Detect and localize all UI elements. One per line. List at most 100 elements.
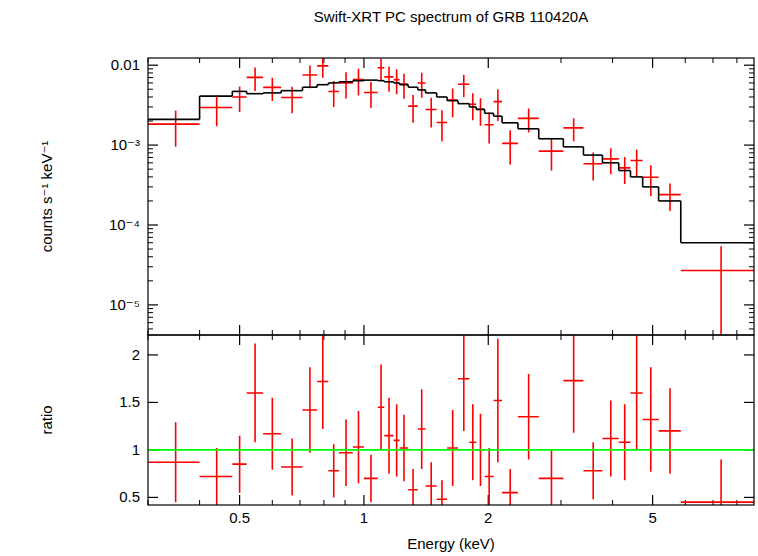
model-step — [339, 81, 353, 83]
data-cross — [643, 165, 659, 196]
model-step — [200, 95, 233, 97]
step-riser — [517, 123, 519, 129]
minor-tick — [749, 266, 754, 267]
y-tick-label: 0.01 — [111, 56, 140, 73]
minor-tick — [345, 500, 346, 505]
minor-tick — [749, 176, 754, 177]
minor-tick — [560, 330, 561, 335]
minor-tick — [749, 162, 754, 163]
x-tick — [239, 335, 240, 345]
minor-tick — [199, 335, 200, 340]
minor-tick — [148, 312, 153, 313]
data-cross — [328, 444, 339, 497]
minor-tick — [749, 96, 754, 97]
data-cross — [317, 58, 328, 78]
data-cross — [659, 388, 681, 473]
data-cross — [458, 335, 469, 431]
minor-tick — [736, 58, 737, 63]
model-step — [563, 146, 583, 148]
minor-tick — [749, 256, 754, 257]
data-cross — [247, 344, 263, 443]
y-tick — [148, 497, 158, 498]
data-cross — [418, 73, 426, 98]
data-cross — [602, 148, 618, 174]
model-step — [317, 84, 328, 86]
minor-tick — [148, 242, 153, 243]
model-step — [408, 86, 418, 88]
minor-tick — [749, 317, 754, 318]
data-cross — [485, 448, 494, 505]
data-cross — [494, 89, 503, 121]
minor-tick — [736, 330, 737, 335]
minor-tick — [749, 77, 754, 78]
data-cross — [353, 411, 364, 483]
data-cross — [476, 98, 484, 126]
y-tick — [744, 144, 754, 145]
minor-tick — [148, 228, 153, 229]
model-step — [447, 100, 458, 102]
data-cross — [602, 401, 618, 477]
y-tick — [744, 224, 754, 225]
reference-line — [148, 449, 754, 451]
minor-tick — [299, 500, 300, 505]
data-cross — [408, 95, 418, 123]
step-riser — [501, 116, 503, 123]
model-step — [502, 122, 518, 124]
minor-tick — [148, 77, 153, 78]
data-cross — [364, 82, 378, 108]
data-cross — [518, 374, 539, 459]
minor-tick — [612, 500, 613, 505]
data-cross — [447, 88, 458, 117]
step-riser — [630, 171, 632, 177]
model-step — [263, 92, 281, 94]
step-riser — [680, 201, 682, 243]
model-step — [583, 154, 602, 156]
data-cross — [378, 58, 385, 80]
model-step — [303, 86, 318, 88]
minor-tick — [148, 249, 153, 250]
minor-tick — [148, 89, 153, 90]
minor-tick — [148, 328, 153, 329]
x-tick — [363, 335, 364, 345]
data-cross — [485, 113, 494, 144]
data-cross — [200, 95, 233, 126]
data-cross — [502, 469, 518, 505]
minor-tick — [749, 121, 754, 122]
data-cross — [281, 87, 302, 114]
model-step — [539, 138, 564, 140]
step-riser — [199, 96, 201, 119]
data-cross — [643, 367, 659, 471]
y-tick-label: 10⁻³ — [110, 136, 140, 153]
model-step — [328, 82, 339, 84]
model-step — [418, 89, 426, 91]
x-tick-label: 0.5 — [229, 509, 250, 526]
y-tick-label: 10⁻⁵ — [109, 296, 140, 313]
minor-tick — [148, 82, 153, 83]
x-tick — [363, 495, 364, 505]
y-tick-label: 1.5 — [119, 393, 140, 410]
minor-tick — [749, 232, 754, 233]
model-step — [232, 91, 246, 93]
minor-tick — [299, 335, 300, 340]
plot-frame — [148, 335, 754, 505]
model-step — [458, 103, 469, 105]
step-riser — [602, 155, 604, 163]
step-riser — [642, 177, 644, 187]
model-step — [630, 176, 642, 178]
data-cross — [200, 448, 233, 505]
x-tick — [488, 325, 489, 335]
x-tick — [652, 495, 653, 505]
y-tick-label: 0.5 — [119, 488, 140, 505]
data-cross — [378, 364, 385, 449]
minor-tick — [749, 82, 754, 83]
minor-tick — [148, 256, 153, 257]
y-tick — [148, 354, 158, 355]
minor-tick — [560, 335, 561, 340]
minor-tick — [749, 72, 754, 73]
model-step — [281, 90, 302, 92]
y-tick — [148, 224, 158, 225]
minor-tick — [749, 228, 754, 229]
y-tick — [744, 497, 754, 498]
model-step — [643, 186, 659, 188]
minor-tick — [148, 152, 153, 153]
